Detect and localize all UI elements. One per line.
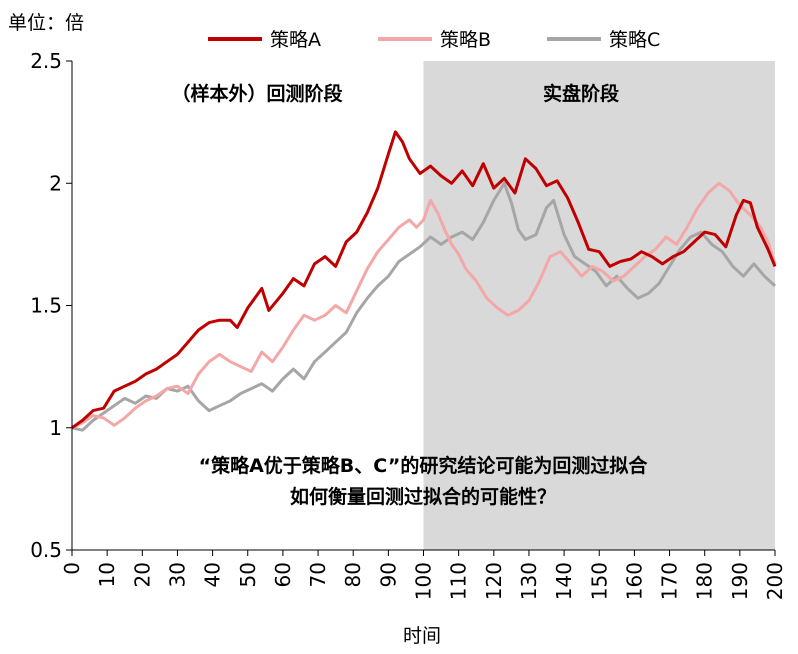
x-tick-label: 60 bbox=[271, 562, 295, 587]
y-tick-label: 2.5 bbox=[30, 49, 62, 73]
y-tick-label: 1.5 bbox=[30, 294, 62, 318]
backtest-stage-label: （样本外）回测阶段 bbox=[171, 82, 343, 105]
x-tick-label: 200 bbox=[763, 562, 787, 600]
x-tick-label: 70 bbox=[306, 562, 330, 587]
legend-label-b: 策略B bbox=[440, 29, 491, 51]
y-tick-label: 0.5 bbox=[30, 538, 62, 562]
legend-label-a: 策略A bbox=[270, 29, 321, 51]
x-axis-label: 时间 bbox=[403, 625, 441, 647]
x-tick-label: 120 bbox=[482, 562, 506, 600]
x-tick-label: 140 bbox=[552, 562, 576, 600]
x-tick-label: 130 bbox=[517, 562, 541, 600]
unit-label: 单位：倍 bbox=[8, 12, 84, 34]
x-tick-label: 20 bbox=[130, 562, 154, 587]
x-tick-label: 110 bbox=[447, 562, 471, 600]
y-tick-label: 1 bbox=[49, 416, 62, 440]
axes: 0.5 1 1.5 2 2.5 0 10 20 30 40 50 60 70 80 90 100 110 120 1… bbox=[30, 49, 787, 600]
x-tick-label: 0 bbox=[60, 562, 84, 575]
legend: 策略A 策略B 策略C bbox=[208, 29, 660, 51]
x-tick-label: 90 bbox=[376, 562, 400, 587]
series-line-c bbox=[71, 181, 777, 432]
x-tick-label: 180 bbox=[693, 562, 717, 600]
x-tick-label: 170 bbox=[658, 562, 682, 600]
live-stage-region bbox=[423, 61, 775, 550]
annotation-line-1: “策略A优于策略B、C”的研究结论可能为回测过拟合 bbox=[199, 454, 649, 477]
x-tick-label: 160 bbox=[622, 562, 646, 600]
x-tick-label: 100 bbox=[412, 562, 436, 600]
x-tick-label: 30 bbox=[165, 562, 189, 587]
y-tick-label: 2 bbox=[49, 171, 62, 195]
live-stage-label: 实盘阶段 bbox=[543, 82, 620, 105]
series-lines bbox=[71, 130, 777, 432]
x-tick-label: 190 bbox=[728, 562, 752, 600]
legend-label-c: 策略C bbox=[609, 29, 660, 51]
x-tick-label: 40 bbox=[201, 562, 225, 587]
series-line-a bbox=[71, 130, 777, 430]
x-tick-label: 50 bbox=[236, 562, 260, 587]
x-tick-label: 80 bbox=[341, 562, 365, 587]
x-tick-label: 150 bbox=[587, 562, 611, 600]
annotation-line-2: 如何衡量回测过拟合的可能性？ bbox=[290, 485, 556, 508]
series-line-b bbox=[71, 181, 777, 430]
x-tick-label: 10 bbox=[95, 562, 119, 587]
live-stage-shading bbox=[423, 61, 775, 550]
